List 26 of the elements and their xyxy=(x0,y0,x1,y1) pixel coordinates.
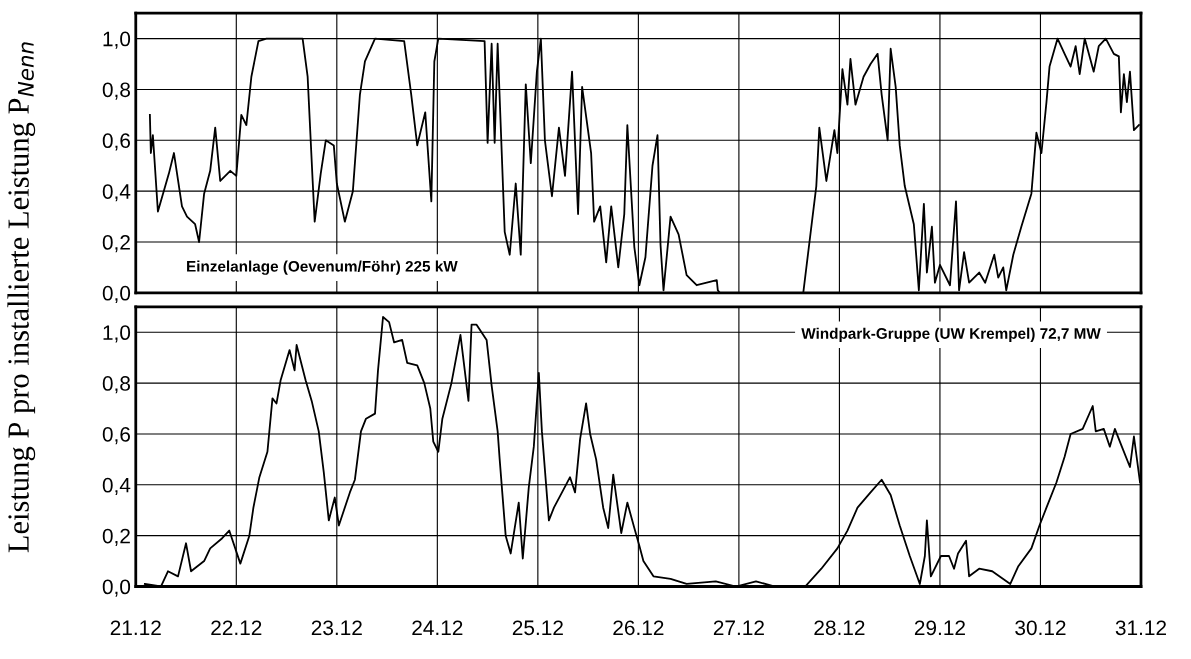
y-tick-label: 0,6 xyxy=(102,426,130,445)
y-tick-label: 1,0 xyxy=(103,325,131,343)
y-tick-label: 0,0 xyxy=(102,579,131,597)
annotation: Windpark-Gruppe (UW Krempel) 72,7 MW xyxy=(801,327,1101,342)
y-tick-label: 0,8 xyxy=(102,376,131,394)
x-tick-label: 22.12 xyxy=(211,620,262,635)
x-tick-label: 29.12 xyxy=(914,620,965,636)
x-tick-label: 26.12 xyxy=(613,620,664,636)
y-tick-label: 0,8 xyxy=(102,82,131,100)
annotation: Einzelanlage (Oevenum/Föhr) 225 kW xyxy=(187,260,458,275)
x-tick-label: 21.12 xyxy=(110,620,161,635)
x-tick-label: 24.12 xyxy=(412,620,463,635)
y-tick-label: 0,2 xyxy=(102,528,130,546)
x-tick-label: 28.12 xyxy=(814,620,865,636)
x-tick-label: 27.12 xyxy=(713,620,764,635)
y-tick-label: 0,4 xyxy=(102,477,131,496)
y-tick-label: 0,2 xyxy=(102,235,130,253)
y-tick-label: 0,4 xyxy=(102,184,131,202)
x-tick-label: 23.12 xyxy=(311,620,362,636)
x-tick-label: 30.12 xyxy=(1015,620,1066,636)
y-axis-title: Leistung P pro installierte Leistung P$_{Nenn}$ xyxy=(7,42,36,553)
x-tick-label: 31.12 xyxy=(1115,620,1166,636)
y-tick-label: 0,0 xyxy=(102,285,131,304)
x-tick-label: 25.12 xyxy=(512,620,563,636)
y-tick-label: 0,6 xyxy=(102,133,130,151)
y-tick-label: 1,0 xyxy=(103,31,131,49)
